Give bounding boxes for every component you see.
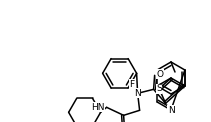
Text: S: S (156, 84, 162, 93)
Text: O: O (156, 70, 163, 79)
Text: F: F (129, 80, 134, 89)
Text: N: N (134, 89, 141, 98)
Text: HN: HN (91, 103, 105, 112)
Text: N: N (168, 106, 174, 115)
